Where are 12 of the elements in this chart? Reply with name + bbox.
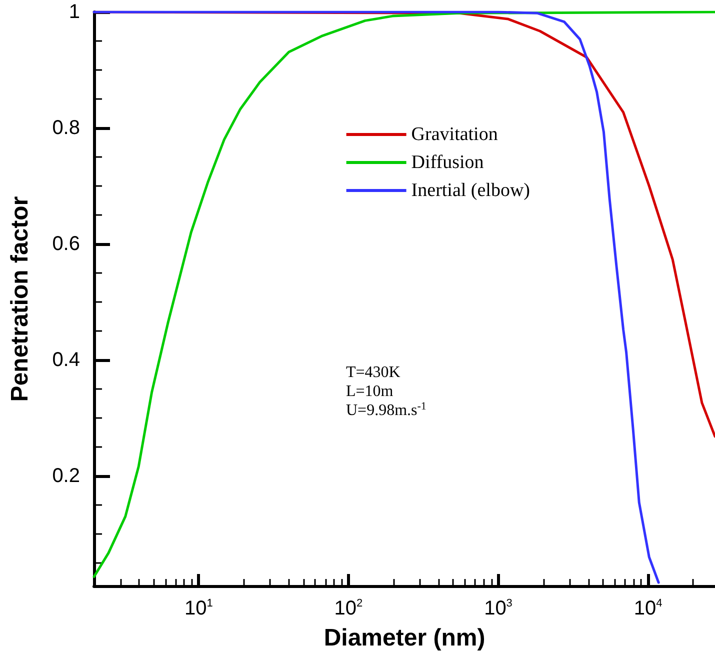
y-tick-label: 1 (68, 1, 80, 23)
y-axis-title: Penetration factor (6, 196, 34, 402)
legend-label: Inertial (elbow) (411, 180, 530, 201)
y-tick-label: 0.2 (52, 464, 80, 487)
y-tick-label: 0.6 (52, 232, 80, 255)
y-tick-label: 0.8 (52, 116, 80, 139)
annotation: L=10m (346, 383, 394, 400)
y-tick-label: 0.4 (52, 348, 80, 371)
x-axis-title: Diameter (nm) (324, 624, 486, 652)
legend-label: Gravitation (411, 124, 498, 145)
annotation: T=430K (346, 364, 401, 381)
legend-label: Diffusion (411, 152, 484, 173)
